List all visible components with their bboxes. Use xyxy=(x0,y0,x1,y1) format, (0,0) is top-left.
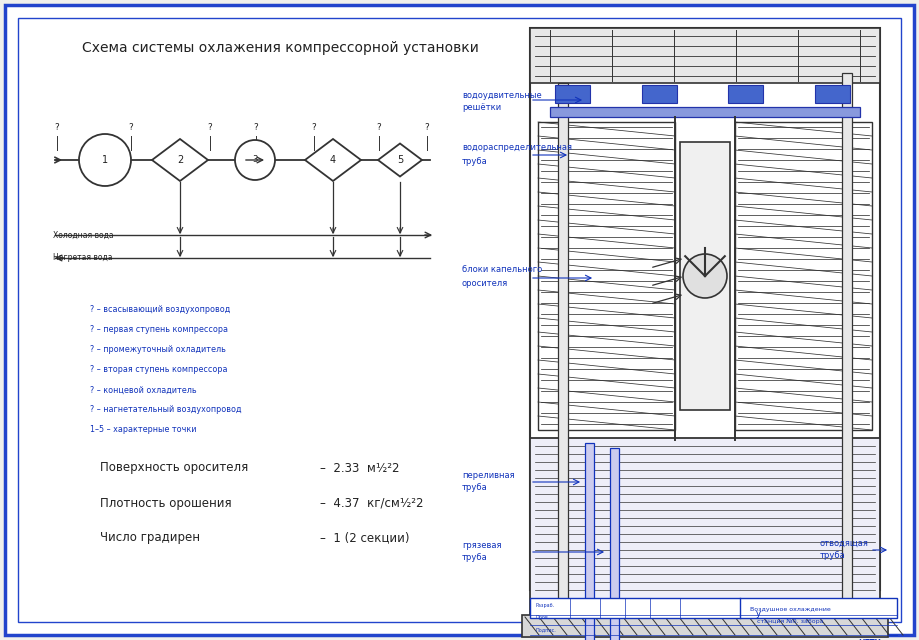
Bar xyxy=(530,28,880,590)
Text: труба: труба xyxy=(462,157,488,166)
Bar xyxy=(558,83,568,615)
Polygon shape xyxy=(305,139,361,181)
Text: отводящая: отводящая xyxy=(820,538,868,547)
Text: НГТУ: НГТУ xyxy=(858,639,881,640)
Text: У: У xyxy=(755,611,761,621)
Text: труба: труба xyxy=(462,554,488,563)
Text: ? – вторая ступень компрессора: ? – вторая ступень компрессора xyxy=(90,365,228,374)
Text: труба: труба xyxy=(462,483,488,493)
Bar xyxy=(735,122,872,430)
Polygon shape xyxy=(152,139,208,181)
Bar xyxy=(522,615,888,637)
Text: Подпис.: Подпис. xyxy=(535,627,556,632)
Bar xyxy=(555,85,590,103)
Text: ?: ? xyxy=(425,124,429,132)
Bar xyxy=(585,443,594,640)
Text: 5: 5 xyxy=(397,155,403,165)
Text: решётки: решётки xyxy=(462,104,501,113)
Text: Плотность орошения: Плотность орошения xyxy=(100,497,232,509)
Text: грязевая: грязевая xyxy=(462,541,502,550)
Text: 4: 4 xyxy=(330,155,336,165)
Text: Нагретая вода: Нагретая вода xyxy=(53,253,112,262)
Text: труба: труба xyxy=(820,552,845,561)
Text: ? – первая ступень компрессора: ? – первая ступень компрессора xyxy=(90,326,228,335)
Circle shape xyxy=(235,140,275,180)
Text: 1–5 – характерные точки: 1–5 – характерные точки xyxy=(90,426,197,435)
Text: Пров.: Пров. xyxy=(535,616,550,621)
Bar xyxy=(680,142,730,410)
Bar xyxy=(530,28,880,83)
Text: ?: ? xyxy=(254,124,258,132)
Circle shape xyxy=(79,134,131,186)
Text: блоки капельного: блоки капельного xyxy=(462,266,542,275)
Bar xyxy=(815,85,850,103)
Bar xyxy=(530,438,880,615)
Text: ? – нагнетательный воздухопровод: ? – нагнетательный воздухопровод xyxy=(90,406,242,415)
Bar xyxy=(610,448,619,640)
Text: ? – всасывающий воздухопровод: ? – всасывающий воздухопровод xyxy=(90,305,231,314)
Text: 1: 1 xyxy=(102,155,108,165)
Text: оросителя: оросителя xyxy=(462,278,508,287)
Text: Разраб.: Разраб. xyxy=(535,604,554,609)
Polygon shape xyxy=(378,143,422,177)
Bar xyxy=(729,85,764,103)
Bar xyxy=(550,107,860,117)
Text: –  1 (2 секции): – 1 (2 секции) xyxy=(320,531,410,545)
Bar xyxy=(530,598,897,618)
Text: ?: ? xyxy=(312,124,316,132)
Text: Поверхность оросителя: Поверхность оросителя xyxy=(100,461,248,474)
Text: станция №0. забора: станция №0. забора xyxy=(756,618,823,624)
Text: 2: 2 xyxy=(176,155,183,165)
Text: водораспределительная: водораспределительная xyxy=(462,143,572,152)
Text: 3: 3 xyxy=(253,156,257,164)
Bar xyxy=(842,73,852,615)
Text: ?: ? xyxy=(208,124,212,132)
Circle shape xyxy=(683,254,727,298)
Text: ?: ? xyxy=(377,124,381,132)
Bar xyxy=(538,122,675,430)
Text: Холодная вода: Холодная вода xyxy=(53,230,114,239)
Text: ? – концевой охладитель: ? – концевой охладитель xyxy=(90,385,197,394)
Text: ? – промежуточный охладитель: ? – промежуточный охладитель xyxy=(90,346,226,355)
Text: водоудвительные: водоудвительные xyxy=(462,90,541,99)
Text: ?: ? xyxy=(54,124,60,132)
Text: Число градирен: Число градирен xyxy=(100,531,200,545)
Text: –  2.33  м½²2: – 2.33 м½²2 xyxy=(320,461,400,474)
Bar xyxy=(641,85,676,103)
Text: переливная: переливная xyxy=(462,470,515,479)
Text: Воздушное охлаждение: Воздушное охлаждение xyxy=(750,607,831,612)
Text: –  4.37  кг/см½²2: – 4.37 кг/см½²2 xyxy=(320,497,424,509)
Text: Схема системы охлажения компрессорной установки: Схема системы охлажения компрессорной ус… xyxy=(82,41,479,55)
Text: ?: ? xyxy=(129,124,133,132)
